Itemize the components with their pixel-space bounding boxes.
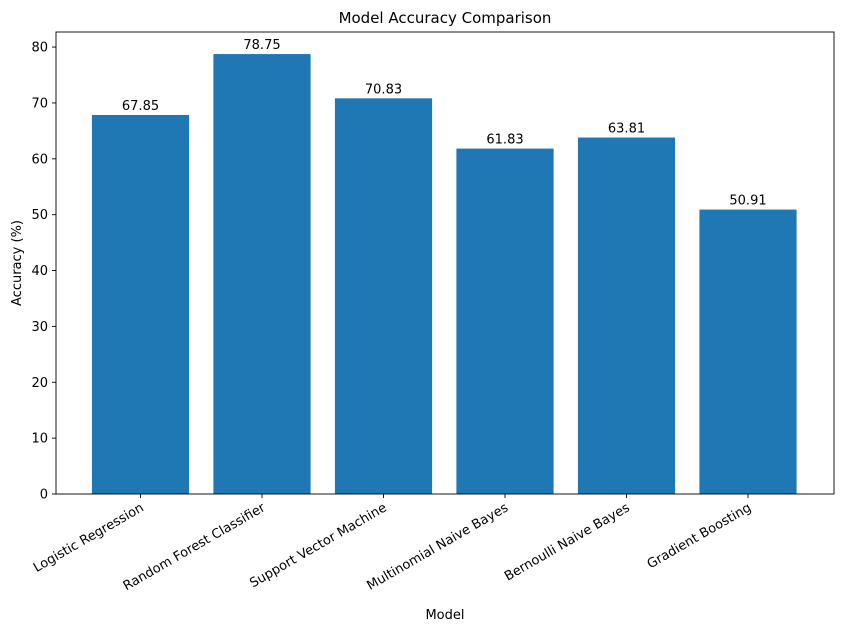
y-tick-label-5: 50 [31, 208, 48, 223]
y-tick-label-4: 40 [31, 264, 48, 279]
data-label-0: 67.85 [122, 99, 159, 114]
x-axis-label: Model [425, 608, 464, 623]
y-tick-label-7: 70 [31, 96, 48, 111]
y-tick-label-8: 80 [31, 41, 48, 56]
x-tick-label-5: Gradient Boosting [645, 500, 754, 572]
data-label-3: 61.83 [486, 133, 523, 148]
y-tick-label-1: 10 [31, 432, 48, 447]
data-label-1: 78.75 [243, 38, 280, 53]
y-tick-label-0: 0 [40, 488, 48, 503]
x-tick-label-0: Logistic Regression [31, 500, 146, 575]
y-axis-label: Accuracy (%) [10, 220, 25, 306]
x-tick-label-4: Bernoulli Naive Bayes [502, 500, 633, 584]
bar-5 [699, 209, 797, 494]
data-label-4: 63.81 [608, 122, 645, 137]
plot-frame [55, 31, 835, 495]
bars-group [91, 54, 797, 495]
bar-4 [577, 137, 676, 494]
y-tick-label-2: 20 [31, 376, 48, 391]
y-tick-label-6: 60 [31, 152, 48, 167]
y-tick-label-3: 30 [31, 320, 48, 335]
bar-1 [213, 54, 311, 494]
y-axis: 0 10 20 30 40 50 60 70 80 [31, 41, 56, 503]
data-label-5: 50.91 [729, 194, 766, 209]
bar-3 [456, 148, 554, 494]
bar-2 [334, 98, 433, 494]
chart-title: Model Accuracy Comparison [339, 9, 552, 27]
data-label-2: 70.83 [365, 82, 402, 97]
bar-0 [91, 114, 190, 495]
data-labels-group: 67.85 78.75 70.83 61.83 63.81 50.91 [122, 38, 767, 209]
